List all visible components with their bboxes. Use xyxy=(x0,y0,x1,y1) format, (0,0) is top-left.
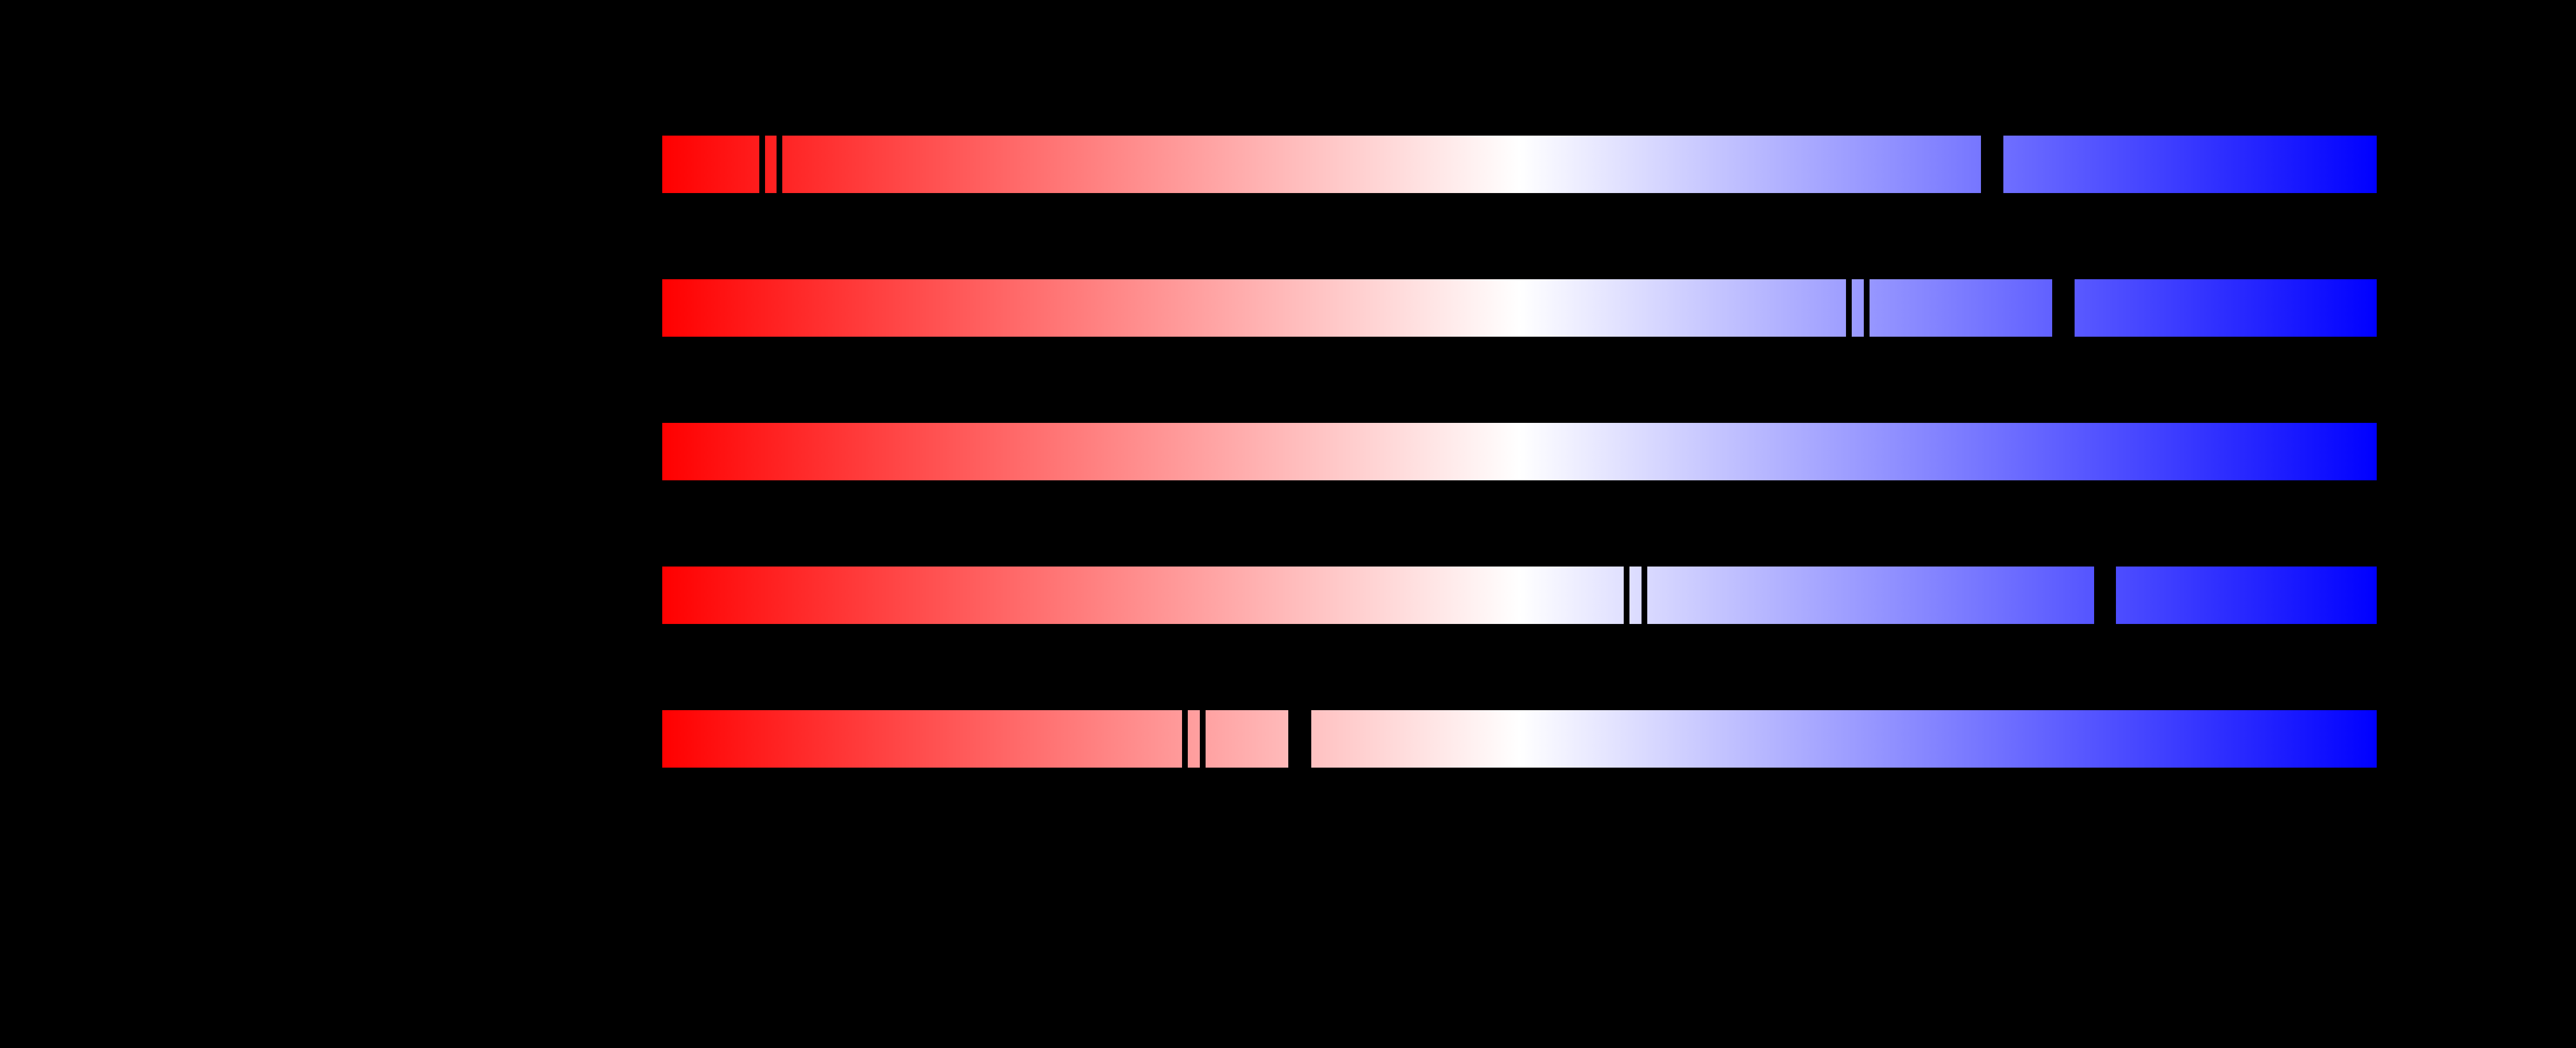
bar-marker-thin xyxy=(1845,279,1852,337)
bar-marker-thin xyxy=(1642,567,1648,624)
bar-marker-thick xyxy=(2052,279,2075,337)
bar-marker-thin xyxy=(1182,710,1188,768)
gradient-bar-row-3 xyxy=(662,423,2377,480)
gradient-bar-row-1 xyxy=(662,136,2377,193)
bar-marker-thin xyxy=(1200,710,1206,768)
gradient-bar-row-2 xyxy=(662,279,2377,337)
gradient-bar-row-4 xyxy=(662,567,2377,624)
bar-marker-thin xyxy=(776,136,782,193)
bar-marker-thick xyxy=(1288,710,1312,768)
bar-marker-thin xyxy=(759,136,766,193)
bar-marker-thick xyxy=(2094,567,2116,624)
bar-marker-thin xyxy=(1623,567,1629,624)
bar-marker-thick xyxy=(1980,136,2003,193)
gradient-bar-row-5 xyxy=(662,710,2377,768)
bar-marker-thin xyxy=(1863,279,1870,337)
